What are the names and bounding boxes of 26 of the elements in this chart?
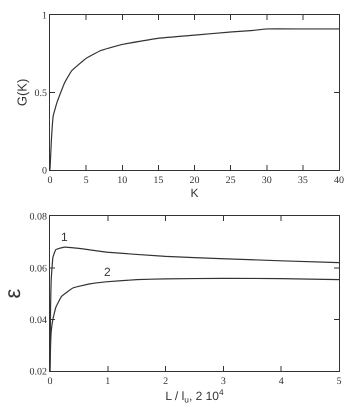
y-tick-label: 0.02	[30, 366, 47, 378]
x-tick-label: 3	[220, 376, 226, 387]
x-tick-label: 15	[153, 174, 164, 186]
x-tick-label: 25	[226, 174, 236, 186]
y-tick-label: 0.06	[30, 263, 47, 274]
x-tick-label: 4	[278, 376, 284, 387]
x-tick-label: 35	[298, 174, 308, 186]
x-tick-label: 20	[190, 174, 200, 186]
x-tick-label: 10	[117, 174, 128, 186]
x-axis-title: L / l$_{u}$, 2 10$^{4}$	[165, 387, 224, 405]
y-axis-title: G(K)	[14, 78, 30, 106]
y-tick-label: 0.5	[34, 88, 47, 99]
x-tick-label: 30	[262, 174, 272, 186]
y-tick-label: 0.04	[30, 314, 47, 326]
x-axis-title: K	[190, 186, 199, 200]
series-label: 2	[104, 265, 111, 279]
series-label: 1	[61, 230, 68, 244]
x-tick-label: 5	[336, 376, 342, 387]
x-tick-label: 2	[163, 376, 168, 387]
y-tick-label: 0.08	[30, 212, 47, 223]
x-tick-label: 1	[105, 376, 110, 387]
y-tick-label: 0	[42, 165, 47, 176]
x-tick-label: 40	[334, 174, 344, 186]
y-tick-label: 1	[42, 10, 47, 22]
x-tick-label: 5	[84, 174, 89, 186]
y-axis-title: ε	[0, 288, 25, 298]
